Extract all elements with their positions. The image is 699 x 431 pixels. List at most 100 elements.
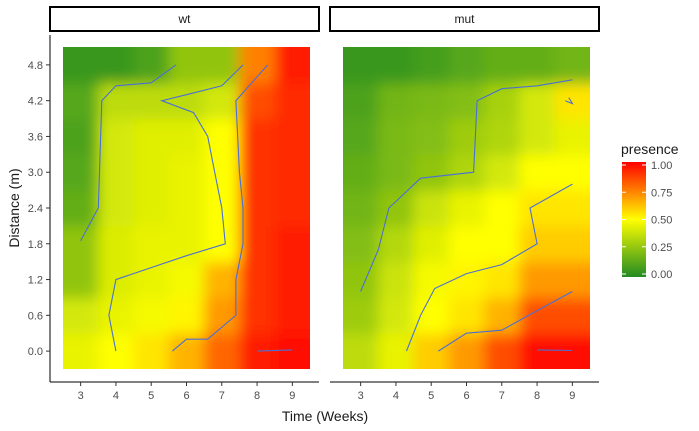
heat-cell xyxy=(98,82,135,120)
heat-cell xyxy=(98,47,135,84)
contour-line-wt-2 xyxy=(172,64,269,352)
contour-layer-wt xyxy=(80,64,293,352)
x-tick-label: 4 xyxy=(113,390,119,402)
heat-cell xyxy=(168,154,205,191)
heat-cell xyxy=(239,333,276,369)
y-axis-ticks: 0.0 0.6 1.2 1.8 2.4 3.0 3.6 4.2 4.8 xyxy=(28,60,50,358)
heat-cell xyxy=(378,261,415,299)
heat-cell xyxy=(133,333,170,369)
legend-tick-label: 0.50 xyxy=(651,215,672,227)
legend-tick-label: 0.25 xyxy=(651,242,672,254)
y-tick-label: 1.8 xyxy=(28,239,43,251)
heat-cell xyxy=(204,118,241,155)
heat-cell xyxy=(554,154,590,191)
heat-cell xyxy=(239,225,276,263)
heat-cell xyxy=(204,225,241,263)
heat-cell xyxy=(413,333,450,369)
heat-cell xyxy=(413,297,450,334)
heat-cell xyxy=(168,82,205,120)
heat-cell xyxy=(168,333,205,369)
legend: presence 0.00 0.25 0.50 0.75 1.00 xyxy=(621,141,679,281)
heat-cell xyxy=(343,261,379,299)
contour-line-mut-1 xyxy=(405,183,573,352)
heat-cell xyxy=(168,190,205,227)
heat-cell xyxy=(448,225,485,263)
heat-cell xyxy=(448,118,485,155)
y-tick-label: 3.0 xyxy=(28,167,43,179)
y-tick-label: 4.8 xyxy=(28,60,43,72)
legend-tick-label: 0.75 xyxy=(651,187,672,199)
x-tick-label: 6 xyxy=(463,390,469,402)
facet-wt: wt xyxy=(49,6,320,381)
x-axis-title: Time (Weeks) xyxy=(282,408,368,424)
heat-cell xyxy=(204,154,241,191)
contour-line-mut-4 xyxy=(565,97,574,105)
heat-cell xyxy=(378,297,415,334)
heat-cell xyxy=(98,154,135,191)
heat-cell xyxy=(98,225,135,263)
heat-cell xyxy=(168,261,205,299)
x-tick-label: 3 xyxy=(358,390,364,402)
heat-cell xyxy=(484,47,521,84)
heat-cell xyxy=(274,118,310,155)
heat-cell xyxy=(274,297,310,334)
x-axis-ticks-wt: 3 4 5 6 7 8 9 xyxy=(78,382,295,402)
x-tick-label: 8 xyxy=(534,390,540,402)
heat-cell xyxy=(448,333,485,369)
heat-cell xyxy=(448,261,485,299)
heat-cell xyxy=(413,47,450,84)
heat-cell xyxy=(343,47,379,84)
heat-cell xyxy=(519,333,556,369)
x-tick-label: 3 xyxy=(78,390,84,402)
heat-cell xyxy=(133,154,170,191)
y-axis-title: Distance (m) xyxy=(6,168,22,247)
legend-ticks: 0.00 0.25 0.50 0.75 1.00 xyxy=(622,160,672,281)
heat-cell xyxy=(519,118,556,155)
heat-cell xyxy=(239,118,276,155)
heat-cell xyxy=(413,82,450,120)
heat-cell xyxy=(519,261,556,299)
contour-layer-mut xyxy=(360,79,574,352)
heat-cell xyxy=(378,82,415,120)
heat-cell xyxy=(204,261,241,299)
x-tick-label: 8 xyxy=(254,390,260,402)
heat-cell xyxy=(484,118,521,155)
heat-cell xyxy=(448,47,485,84)
heat-cell xyxy=(274,82,310,120)
heat-cell xyxy=(63,82,99,120)
contour-line-mut-0 xyxy=(360,79,573,292)
contour-line-wt-3 xyxy=(257,349,293,352)
heat-cell xyxy=(484,333,521,369)
x-tick-label: 4 xyxy=(393,390,399,402)
heat-cell xyxy=(63,261,99,299)
heat-cells-mut xyxy=(343,47,590,369)
heat-cell xyxy=(274,225,310,263)
facet-label-wt: wt xyxy=(178,12,192,26)
heat-cell xyxy=(378,225,415,263)
heat-cell xyxy=(519,82,556,120)
heat-cell xyxy=(63,297,99,334)
heat-cell xyxy=(63,154,99,191)
heat-cell xyxy=(484,297,521,334)
heat-cell xyxy=(378,333,415,369)
x-tick-label: 9 xyxy=(569,390,575,402)
y-tick-label: 0.0 xyxy=(28,346,43,358)
heat-cell xyxy=(378,47,415,84)
heat-cell xyxy=(168,297,205,334)
x-tick-label: 7 xyxy=(499,390,505,402)
heat-cell xyxy=(519,190,556,227)
facet-mut: mut xyxy=(329,6,600,381)
heat-cell xyxy=(274,333,310,369)
heat-cell xyxy=(133,225,170,263)
legend-tick-label: 1.00 xyxy=(651,160,672,172)
contour-line-wt-1 xyxy=(108,64,244,352)
heat-cell xyxy=(448,82,485,120)
heat-cell xyxy=(413,225,450,263)
x-tick-label: 7 xyxy=(219,390,225,402)
heat-cell xyxy=(343,118,379,155)
heat-cell xyxy=(204,82,241,120)
y-tick-label: 3.6 xyxy=(28,131,43,143)
y-tick-label: 2.4 xyxy=(28,203,43,215)
heat-cell xyxy=(133,118,170,155)
